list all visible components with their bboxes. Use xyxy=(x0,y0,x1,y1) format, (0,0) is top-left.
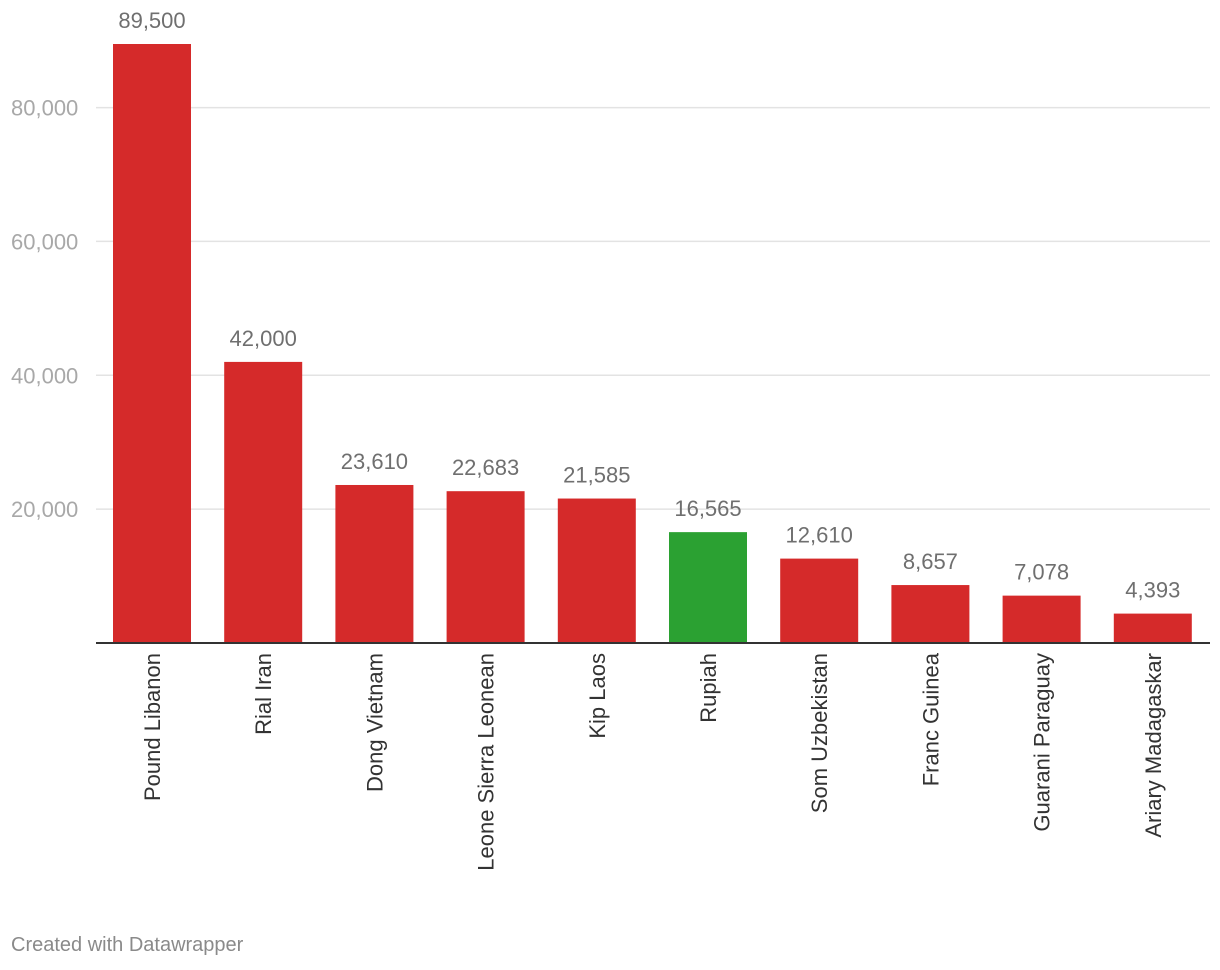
bar xyxy=(113,44,191,643)
value-label: 8,657 xyxy=(903,549,958,574)
value-label: 21,585 xyxy=(563,463,630,488)
y-tick-label: 60,000 xyxy=(11,229,78,254)
category-label: Rial Iran xyxy=(251,653,276,735)
bars xyxy=(113,44,1192,643)
bar xyxy=(891,585,970,643)
bar xyxy=(1113,613,1192,643)
value-label: 16,565 xyxy=(674,496,741,521)
value-label: 22,683 xyxy=(452,455,519,480)
category-label: Kip Laos xyxy=(585,653,610,739)
bar xyxy=(1002,595,1081,643)
y-axis-labels: 20,000 40,000 60,000 80,000 xyxy=(11,96,78,523)
bar xyxy=(780,558,859,643)
category-label: Som Uzbekistan xyxy=(807,653,832,813)
category-label: Pound Libanon xyxy=(140,653,165,801)
value-labels: 89,500 42,000 23,610 22,683 21,585 16,565 12,6… xyxy=(118,8,1180,603)
category-label: Guarani Paraguay xyxy=(1030,653,1055,832)
y-tick-label: 20,000 xyxy=(11,497,78,522)
bar xyxy=(669,532,747,643)
value-label: 4,393 xyxy=(1125,578,1180,603)
category-label: Dong Vietnam xyxy=(362,653,387,792)
bar xyxy=(446,491,525,643)
y-tick-label: 40,000 xyxy=(11,363,78,388)
datawrapper-credit: Created with Datawrapper xyxy=(11,934,244,956)
category-label: Rupiah xyxy=(696,653,721,723)
category-labels: Pound Libanon Rial Iran Dong Vietnam Leone … xyxy=(140,652,1166,870)
category-label: Franc Guinea xyxy=(918,652,943,786)
value-label: 23,610 xyxy=(341,449,408,474)
value-label: 42,000 xyxy=(230,326,297,351)
value-label: 7,078 xyxy=(1014,560,1069,585)
bar-chart: 20,000 40,000 60,000 80,000 89,500 42,000 23,… xyxy=(11,8,1210,871)
category-label: Ariary Madagaskar xyxy=(1141,653,1166,838)
value-label: 12,610 xyxy=(786,523,853,548)
bar xyxy=(224,361,303,643)
value-label: 89,500 xyxy=(118,8,185,33)
bar xyxy=(335,484,414,643)
y-tick-label: 80,000 xyxy=(11,96,78,121)
category-label: Leone Sierra Leonean xyxy=(474,653,499,871)
bar xyxy=(557,498,636,643)
